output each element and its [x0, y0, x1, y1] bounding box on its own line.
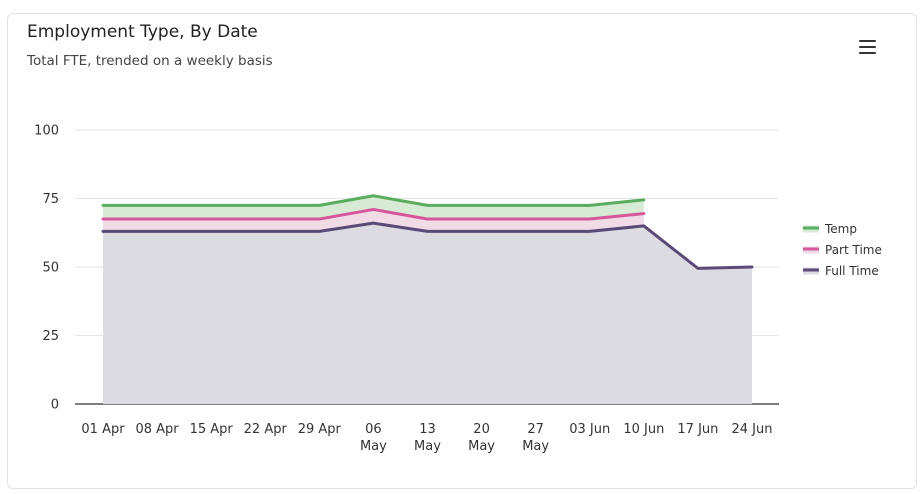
x-tick-label: May — [468, 439, 495, 454]
x-tick-label: 27 — [527, 422, 544, 437]
line-temp[interactable] — [101, 194, 646, 207]
series-lines — [101, 194, 754, 270]
x-tick-label: 15 Apr — [190, 422, 234, 437]
hamburger-menu-icon[interactable] — [854, 34, 880, 60]
legend-item-full-time[interactable]: Full Time — [803, 264, 879, 278]
y-tick-label: 50 — [42, 261, 59, 276]
y-tick-label: 0 — [51, 398, 59, 413]
x-tick-label: May — [360, 439, 387, 454]
legend-item-temp[interactable]: Temp — [803, 222, 857, 236]
line-full-time[interactable] — [101, 221, 754, 270]
legend[interactable]: Temp Part Time Full Time — [803, 222, 882, 278]
y-tick-label: 75 — [42, 192, 59, 207]
x-tick-label: 03 Jun — [569, 422, 610, 437]
area-full-time — [103, 223, 752, 404]
x-tick-label: May — [522, 439, 549, 454]
y-axis-ticks: 0 25 50 75 100 — [34, 124, 59, 413]
x-tick-label: 24 Jun — [732, 422, 773, 437]
x-tick-label: 10 Jun — [623, 422, 664, 437]
x-tick-label: May — [414, 439, 441, 454]
line-part-time[interactable] — [101, 207, 646, 221]
legend-label: Full Time — [825, 264, 879, 278]
legend-label: Temp — [824, 222, 857, 236]
series-areas — [103, 195, 752, 404]
chart-title: Employment Type, By Date — [27, 22, 258, 42]
x-tick-label: 13 — [419, 422, 436, 437]
y-tick-label: 100 — [34, 124, 59, 139]
x-tick-label: 20 — [473, 422, 490, 437]
menu-line — [859, 46, 876, 48]
legend-label: Part Time — [825, 243, 882, 257]
legend-item-part-time[interactable]: Part Time — [803, 243, 882, 257]
x-tick-label: 01 Apr — [81, 422, 125, 437]
x-tick-label: 29 Apr — [298, 422, 342, 437]
x-tick-label: 08 Apr — [135, 422, 179, 437]
chart-subtitle: Total FTE, trended on a weekly basis — [27, 53, 273, 69]
y-tick-label: 25 — [42, 329, 59, 344]
menu-line — [859, 52, 876, 54]
x-tick-label: 06 — [365, 422, 382, 437]
x-tick-label: 17 Jun — [677, 422, 718, 437]
menu-line — [859, 40, 876, 42]
x-tick-label: 22 Apr — [244, 422, 288, 437]
x-axis-ticks: 01 Apr 08 Apr 15 Apr 22 Apr 29 Apr 06 May 13 May… — [81, 422, 772, 454]
